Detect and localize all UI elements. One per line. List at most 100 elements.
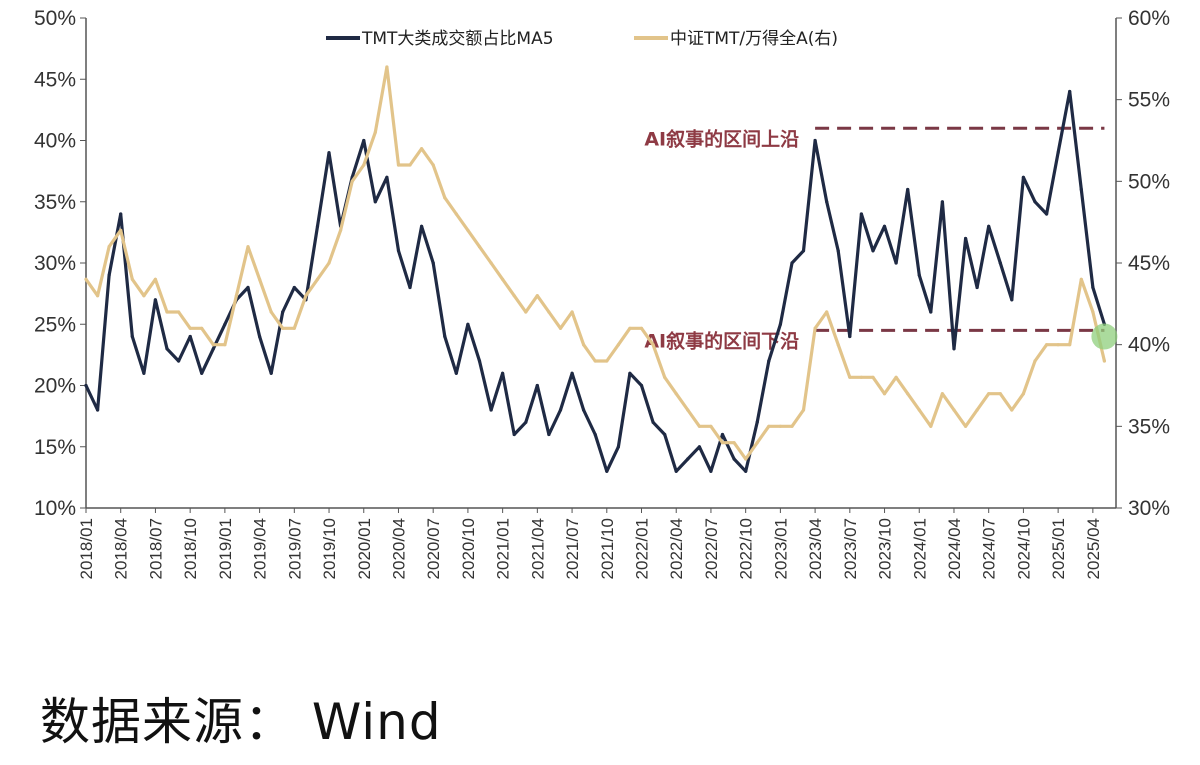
- data-point: [663, 432, 667, 437]
- data-point: [975, 408, 979, 412]
- data-point: [836, 249, 840, 253]
- data-point: [929, 310, 933, 314]
- data-point: [593, 432, 597, 437]
- data-point: [211, 343, 215, 347]
- data-point: [917, 273, 921, 277]
- x-tick-label: 2020/10: [459, 518, 478, 579]
- data-point: [512, 294, 516, 298]
- data-point: [720, 432, 725, 437]
- data-point: [547, 310, 551, 314]
- data-point: [304, 294, 308, 298]
- data-point: [200, 371, 204, 375]
- data-point: [582, 408, 586, 412]
- data-point: [188, 326, 192, 330]
- data-point: [153, 298, 157, 302]
- data-point: [373, 200, 377, 204]
- data-point: [605, 469, 609, 473]
- legend-label: TMT大类成交额占比MA5: [361, 29, 554, 49]
- x-tick-label: 2023/10: [876, 518, 895, 579]
- x-tick-label: 2021/10: [598, 518, 617, 579]
- data-point: [269, 371, 273, 375]
- right-tick-label: 35%: [1128, 415, 1170, 438]
- data-point: [859, 212, 864, 216]
- data-point: [964, 424, 968, 428]
- data-point: [605, 359, 609, 363]
- data-point: [894, 375, 898, 379]
- data-point: [570, 310, 574, 314]
- data-point: [801, 249, 806, 253]
- data-point: [998, 261, 1002, 265]
- x-tick-label: 2019/01: [216, 518, 235, 579]
- data-point: [744, 457, 748, 461]
- data-point: [443, 334, 447, 339]
- data-point: [396, 163, 401, 167]
- data-point: [906, 392, 910, 396]
- data-point: [1010, 408, 1014, 412]
- data-point: [882, 392, 887, 396]
- x-tick-label: 2022/04: [667, 518, 686, 579]
- data-point: [813, 326, 817, 330]
- data-point: [778, 322, 783, 326]
- x-tick-label: 2024/10: [1014, 518, 1033, 579]
- data-point: [674, 392, 678, 396]
- data-point: [292, 326, 296, 330]
- data-point: [616, 343, 621, 347]
- data-point: [281, 310, 285, 314]
- left-tick-label: 25%: [34, 313, 76, 336]
- data-point: [1091, 310, 1095, 314]
- data-point: [964, 236, 968, 241]
- data-point: [96, 294, 100, 298]
- data-point: [315, 224, 320, 228]
- data-point: [987, 392, 991, 396]
- data-point: [466, 322, 470, 326]
- data-point: [686, 408, 690, 412]
- x-axis-ticks: 2018/01 2018/04 2018/07 2018/10 2019/01 2019/…: [77, 508, 1103, 579]
- right-tick-label: 40%: [1128, 334, 1170, 357]
- x-tick-label: 2025/04: [1084, 518, 1103, 579]
- data-point: [1079, 277, 1083, 281]
- data-point: [975, 285, 979, 290]
- data-point: [420, 147, 424, 151]
- right-tick-label: 60%: [1128, 7, 1170, 30]
- data-point: [396, 249, 401, 253]
- right-tick-label: 50%: [1128, 170, 1170, 193]
- data-point: [1045, 212, 1049, 216]
- data-point: [651, 343, 655, 347]
- data-point: [234, 294, 238, 298]
- left-tick-label: 15%: [34, 436, 76, 459]
- reference-lines: AI叙事的区间上沿 AI叙事的区间下沿: [644, 126, 1105, 352]
- reference-label: AI叙事的区间上沿: [644, 127, 799, 150]
- data-point: [223, 322, 227, 326]
- data-point: [258, 277, 262, 281]
- data-point: [477, 359, 482, 363]
- data-point: [489, 261, 493, 265]
- data-point: [836, 343, 840, 347]
- data-point: [998, 392, 1002, 396]
- data-point: [755, 420, 759, 424]
- x-tick-label: 2022/01: [633, 518, 652, 579]
- data-point: [84, 383, 88, 388]
- right-tick-label: 55%: [1128, 89, 1170, 112]
- data-point: [327, 261, 331, 265]
- x-tick-label: 2024/04: [945, 518, 964, 579]
- x-tick-label: 2023/07: [841, 518, 860, 579]
- data-point: [952, 408, 956, 412]
- data-point: [200, 326, 204, 330]
- line-chart: 10% 15% 20% 25% 30% 35% 40% 45% 50% 30% 35% 40% 45%…: [34, 7, 1170, 579]
- data-point: [755, 441, 759, 445]
- data-point: [188, 334, 192, 339]
- data-point: [177, 310, 181, 314]
- x-tick-label: 2025/01: [1049, 518, 1068, 579]
- data-point: [1033, 359, 1037, 363]
- x-tick-label: 2020/07: [424, 518, 443, 579]
- data-point: [535, 294, 539, 298]
- data-point: [362, 138, 366, 143]
- data-point: [107, 273, 111, 277]
- data-point: [177, 359, 181, 363]
- left-tick-label: 10%: [34, 497, 76, 520]
- data-point: [466, 228, 470, 232]
- left-tick-label: 45%: [34, 68, 76, 91]
- data-point: [1068, 343, 1072, 347]
- data-point: [663, 375, 667, 379]
- data-point: [628, 371, 632, 375]
